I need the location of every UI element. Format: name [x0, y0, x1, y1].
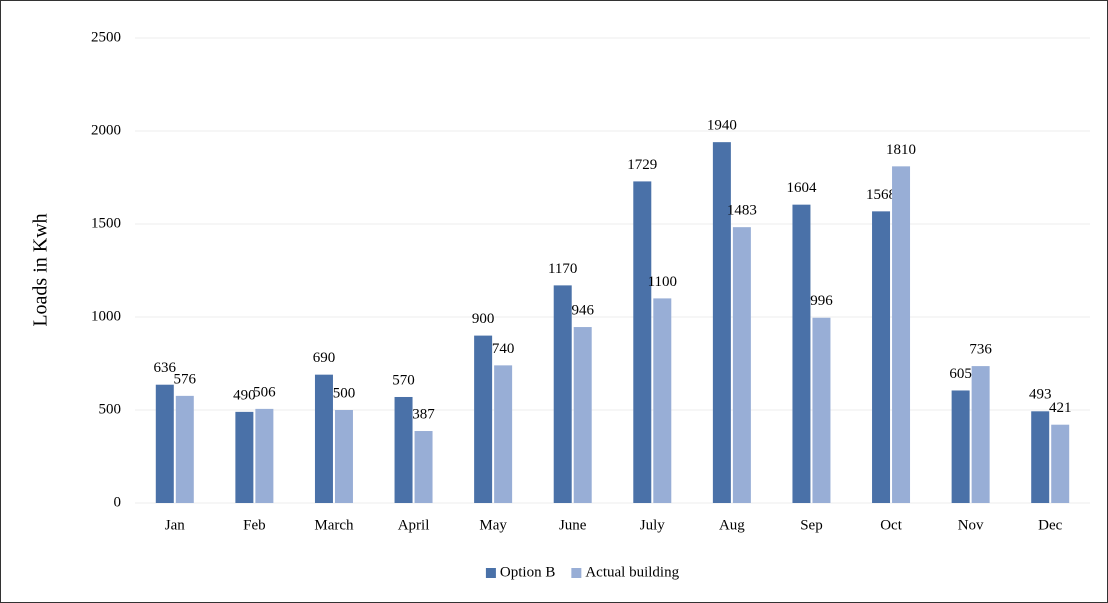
bar [255, 408, 274, 503]
data-label: 1940 [707, 118, 737, 134]
bar [474, 335, 493, 503]
bar [155, 384, 174, 503]
legend-swatch [485, 568, 496, 578]
data-label: 570 [392, 372, 415, 388]
bar [812, 317, 831, 503]
y-tick-label: 2500 [91, 29, 121, 45]
bar [732, 227, 751, 504]
bar [494, 365, 513, 503]
x-tick-label: June [559, 517, 587, 533]
bar [653, 298, 672, 503]
x-tick-label: May [479, 517, 507, 533]
bar [573, 327, 592, 503]
x-tick-label: Oct [880, 517, 902, 533]
data-label: 1100 [648, 274, 677, 290]
y-axis-title: Loads in Kwh [30, 213, 52, 326]
x-tick-label: Feb [243, 517, 266, 533]
data-label: 636 [154, 360, 177, 376]
data-label: 736 [969, 342, 992, 358]
data-label: 1729 [627, 157, 657, 173]
data-label: 576 [174, 371, 197, 387]
y-tick-label: 0 [114, 494, 122, 510]
data-label: 421 [1049, 400, 1072, 416]
x-tick-label: March [314, 517, 354, 533]
bar [314, 374, 333, 503]
data-label: 506 [253, 384, 276, 400]
x-tick-label: Nov [958, 517, 984, 533]
data-label: 1170 [548, 261, 577, 277]
data-label: 1810 [886, 142, 916, 158]
bar [971, 366, 990, 503]
x-tick-label: Sep [800, 517, 823, 533]
bar [414, 431, 433, 503]
bar [1051, 424, 1070, 503]
data-label: 493 [1029, 387, 1052, 403]
bar [951, 390, 970, 503]
x-tick-label: Dec [1038, 517, 1062, 533]
bar [892, 166, 911, 503]
legend-label: Actual building [585, 564, 679, 580]
data-label: 1483 [727, 203, 757, 219]
y-tick-label: 1500 [91, 215, 121, 231]
bar [792, 204, 811, 503]
x-tick-label: July [640, 517, 666, 533]
data-label: 900 [472, 311, 495, 327]
data-label: 387 [412, 406, 435, 422]
data-label: 996 [810, 293, 833, 309]
x-tick-label: Jan [165, 517, 185, 533]
data-label: 490 [233, 387, 256, 403]
data-label: 605 [949, 366, 972, 382]
data-label: 1568 [866, 187, 896, 203]
x-tick-label: Aug [719, 517, 745, 533]
data-label: 500 [333, 385, 356, 401]
y-tick-label: 500 [99, 401, 122, 417]
legend-swatch [571, 568, 582, 578]
bar [175, 395, 194, 503]
bar [394, 396, 413, 503]
y-tick-label: 1000 [91, 308, 121, 324]
bar [235, 411, 254, 503]
bar [712, 142, 731, 503]
y-tick-label: 2000 [91, 122, 121, 138]
bar [633, 181, 652, 503]
bar [872, 211, 891, 504]
data-label: 1604 [786, 180, 817, 196]
bar [553, 285, 572, 503]
data-label: 690 [313, 350, 336, 366]
bar [1031, 411, 1050, 503]
legend-label: Option B [500, 564, 555, 580]
data-label: 740 [492, 341, 515, 357]
bar [334, 410, 353, 503]
data-label: 946 [571, 302, 594, 318]
x-tick-label: April [398, 517, 430, 533]
